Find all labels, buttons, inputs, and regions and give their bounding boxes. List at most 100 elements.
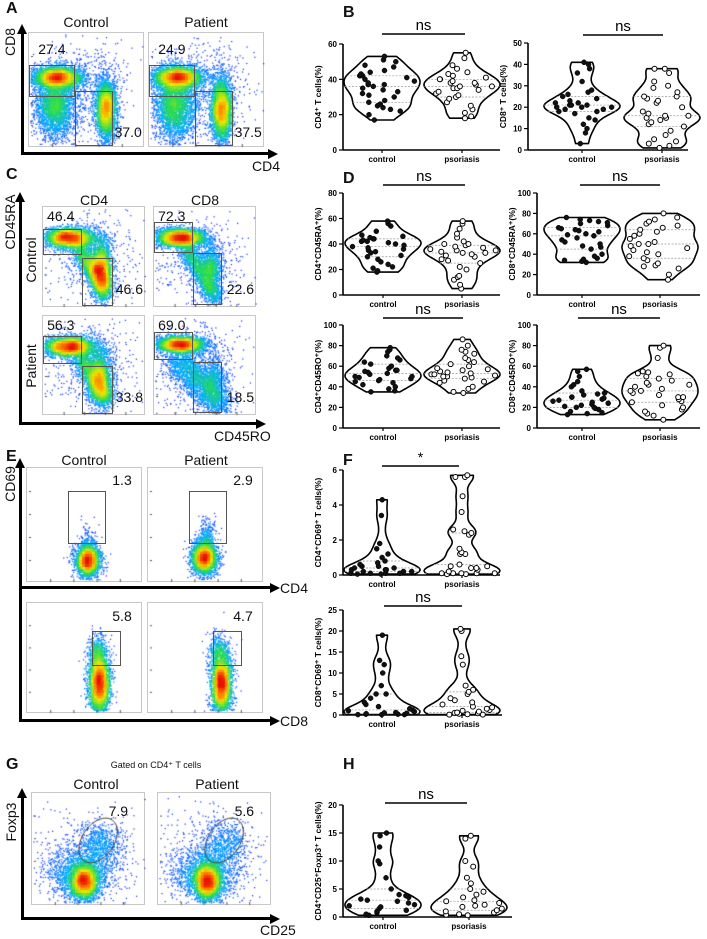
data-point (405, 900, 412, 906)
data-point (441, 241, 448, 247)
data-point (378, 512, 385, 519)
data-point (443, 898, 450, 905)
data-point (464, 711, 471, 718)
data-point (461, 55, 468, 62)
data-point (385, 239, 392, 246)
data-point (673, 138, 679, 145)
data-point (427, 246, 434, 253)
density-dot-plot (148, 603, 264, 714)
data-point (634, 370, 641, 377)
y-axis-label: CD8⁺ T cells(%) (498, 65, 508, 129)
data-point (555, 224, 562, 231)
data-point (391, 565, 397, 571)
data-point (363, 911, 369, 917)
data-point (459, 707, 466, 714)
data-point (460, 894, 467, 901)
significance-label: ns (418, 786, 434, 803)
data-point (431, 371, 438, 378)
data-point (390, 64, 397, 70)
data-point (366, 99, 372, 106)
data-point (675, 394, 682, 401)
violin-chart-f1: 0 2 4 6 CD4⁺CD69⁺ T cells(%) control psoriasis… (313, 449, 501, 589)
data-point (570, 381, 577, 388)
y-axis-label: CD8⁺CD69⁺ T cells(%) (313, 617, 323, 707)
panel-label-a: A (6, 0, 18, 17)
data-point (408, 568, 415, 575)
violin-outline (623, 67, 701, 149)
data-point (458, 653, 465, 660)
gate-percentage: 2.9 (233, 471, 253, 488)
data-point (640, 263, 647, 270)
data-point (651, 216, 658, 223)
x-tick-label: control (368, 155, 395, 164)
y-tick-label: 80 (328, 189, 337, 198)
data-point (576, 373, 583, 380)
data-point (475, 86, 482, 93)
y-axis-label: CD8⁺CD45RO⁺(%) (507, 339, 517, 413)
data-point (397, 108, 403, 114)
data-point (370, 83, 377, 90)
data-point (574, 368, 581, 375)
data-point (454, 709, 461, 716)
violin-outline (430, 835, 508, 917)
data-point (365, 245, 371, 251)
data-point (346, 903, 352, 909)
density-dot-plot (158, 793, 272, 906)
data-point (591, 253, 598, 259)
data-point (627, 243, 634, 249)
data-point (385, 551, 391, 557)
data-point (660, 210, 667, 217)
axis-line-horizontal (21, 152, 270, 155)
data-point (639, 108, 646, 115)
data-point (360, 381, 366, 388)
data-point (454, 65, 460, 72)
data-point (468, 251, 475, 258)
y-tick-label: 15 (328, 648, 337, 657)
data-point (595, 218, 602, 225)
data-point (660, 342, 667, 349)
data-point (484, 366, 491, 373)
data-point (588, 246, 594, 252)
data-point (665, 276, 671, 283)
x-tick-label: psoriasis (444, 300, 480, 309)
data-point (411, 901, 418, 908)
data-point (403, 907, 410, 914)
data-point (468, 113, 475, 120)
data-point (456, 263, 463, 270)
data-point (389, 264, 396, 270)
gate-box (82, 366, 114, 414)
data-point (381, 53, 388, 60)
y-tick-label: 10 (513, 125, 522, 134)
data-point (394, 355, 401, 361)
data-point (645, 369, 652, 376)
data-point (645, 140, 652, 147)
y-tick-label: 40 (328, 75, 337, 84)
data-point (391, 94, 397, 100)
axis-line-vertical (21, 32, 24, 154)
data-point (685, 112, 692, 119)
data-point (561, 403, 568, 410)
data-point (475, 708, 482, 715)
data-point (367, 69, 373, 76)
axis-line-vertical (21, 796, 24, 919)
data-point (457, 625, 464, 632)
data-point (578, 104, 585, 110)
data-point (462, 858, 469, 864)
data-point (368, 389, 374, 395)
y-tick-label: 5 (333, 690, 338, 699)
density-dot-plot (27, 468, 143, 583)
data-point (468, 530, 475, 536)
x-tick-label: control (368, 580, 395, 589)
data-point (439, 701, 446, 708)
gating-note: Gated on CD4⁺ T cells (110, 760, 202, 770)
data-point (608, 104, 615, 110)
data-point (450, 526, 457, 533)
x-tick-label: control (369, 433, 396, 442)
gate-percentage: 5.8 (112, 607, 132, 624)
data-point (467, 880, 474, 887)
gate-percentage: 37.5 (234, 124, 262, 140)
data-point (631, 232, 638, 239)
y-tick-label: 60 (328, 215, 337, 224)
data-point (674, 89, 681, 96)
y-tick-label: 80 (522, 209, 531, 218)
